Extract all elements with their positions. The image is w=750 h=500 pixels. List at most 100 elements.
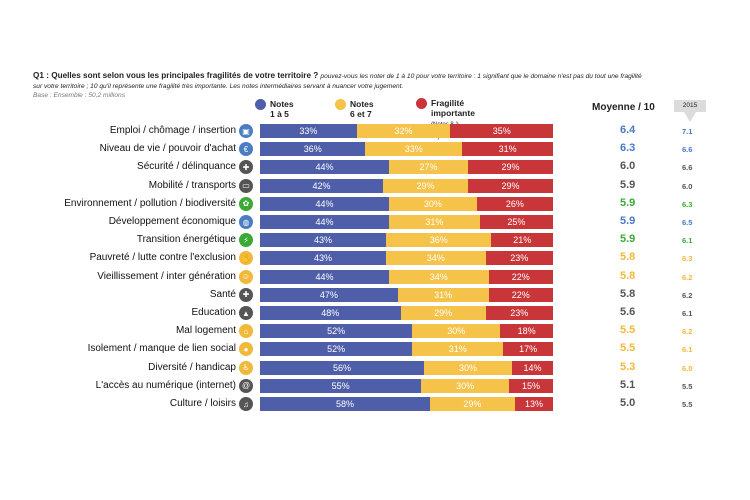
category-label: Mobilité / transports	[148, 179, 236, 191]
category-label: Mal logement	[175, 325, 236, 337]
average-value: 5.9	[620, 233, 636, 246]
bar-segment-low: 52%	[260, 342, 413, 357]
category-label: Transition énergétique	[136, 234, 236, 246]
bar-segment-high: 29%	[468, 178, 553, 193]
data-label-mid: 30%	[459, 362, 478, 373]
bar-segment-low: 44%	[260, 269, 389, 284]
data-label-mid: 27%	[419, 162, 438, 173]
data-label-low: 42%	[312, 180, 331, 191]
bar-segment-low: 52%	[260, 324, 413, 339]
bar-segment-high: 31%	[462, 142, 553, 157]
average-2015-value: 6.1	[682, 345, 693, 355]
instruction-text-2: sur votre territoire ; 10 qu'il représen…	[33, 82, 404, 90]
data-label-mid: 30%	[423, 198, 442, 209]
average-value: 6.4	[620, 124, 636, 136]
data-label-high: 13%	[524, 399, 543, 409]
wallet-icon: €	[239, 142, 253, 157]
data-label-high: 31%	[498, 144, 517, 155]
bar-segment-low: 36%	[260, 142, 366, 157]
bar-segment-low: 47%	[260, 287, 398, 302]
bar-segment-mid: 29%	[429, 397, 515, 411]
bar-segment-high: 35%	[450, 124, 553, 138]
globe-icon: ◍	[239, 215, 253, 229]
category-label: Isolement / manque de lien social	[87, 343, 236, 355]
average-column-header: Moyenne / 10	[592, 102, 655, 113]
year-label: 2015	[682, 102, 698, 109]
bar-segment-low: 58%	[260, 397, 430, 411]
data-label-high: 35%	[492, 126, 511, 136]
category-label: Culture / loisirs	[169, 398, 236, 409]
average-value: 5.9	[620, 196, 636, 209]
data-label-mid: 32%	[394, 126, 413, 136]
bar-segment-mid: 27%	[388, 160, 469, 175]
data-label-high: 23%	[510, 253, 529, 264]
data-label-low: 52%	[327, 326, 346, 337]
data-label-low: 44%	[315, 198, 334, 209]
bar-segment-high: 23%	[485, 251, 553, 266]
category-label: Développement économique	[108, 216, 236, 227]
data-label-high: 18%	[517, 326, 536, 337]
health-icon: ✚	[239, 287, 253, 302]
average-value: 5.9	[620, 215, 636, 227]
data-label-high: 21%	[513, 235, 532, 246]
average-2015-value: 6.6	[682, 145, 693, 155]
data-label-mid: 30%	[447, 326, 466, 337]
average-value: 6.3	[620, 142, 636, 155]
data-label-mid: 36%	[429, 235, 448, 246]
average-2015-value: 6.2	[682, 272, 693, 282]
graduation-icon: ▲	[239, 306, 253, 320]
bar-segment-mid: 36%	[385, 233, 492, 248]
year-arrow-shape	[674, 100, 706, 122]
data-label-mid: 29%	[416, 180, 435, 191]
bar-segment-mid: 33%	[365, 142, 463, 157]
bar-segment-low: 33%	[260, 124, 357, 138]
bar-segment-high: 13%	[514, 397, 553, 411]
bar-segment-high: 22%	[488, 269, 553, 284]
data-label-high: 23%	[510, 308, 529, 318]
data-label-high: 22%	[511, 289, 530, 300]
average-2015-value: 6.5	[682, 218, 693, 227]
category-label: Diversité / handicap	[148, 361, 236, 373]
category-label: Education	[191, 307, 236, 318]
bar-segment-low: 43%	[260, 251, 386, 266]
chart-header: Q1 : Quelles sont selon vous les princip…	[33, 71, 723, 100]
data-label-mid: 31%	[448, 344, 467, 355]
data-label-high: 26%	[505, 198, 524, 209]
data-label-low: 48%	[321, 308, 340, 318]
bar-segment-high: 29%	[468, 160, 553, 175]
data-label-mid: 29%	[434, 308, 453, 318]
bar-segment-mid: 32%	[356, 124, 451, 138]
average-value: 5.3	[620, 360, 636, 373]
bar-segment-mid: 34%	[385, 251, 486, 266]
bar-segment-low: 55%	[260, 378, 422, 393]
bar-segment-high: 18%	[500, 324, 553, 339]
theater-icon: ♫	[239, 397, 253, 411]
average-2015-value: 6.1	[682, 309, 693, 318]
data-label-mid: 34%	[429, 271, 448, 282]
data-label-low: 56%	[333, 362, 352, 373]
data-label-high: 22%	[511, 271, 530, 282]
bar-segment-high: 21%	[491, 233, 553, 248]
people-icon: ☺	[239, 269, 253, 284]
average-2015-value: 5.5	[682, 400, 693, 409]
data-label-mid: 30%	[456, 380, 475, 391]
average-value: 5.0	[620, 397, 636, 409]
data-label-high: 15%	[522, 380, 541, 391]
average-2015-value: 6.2	[682, 290, 693, 300]
average-2015-value: 6.0	[682, 181, 693, 191]
bar-segment-mid: 29%	[400, 306, 486, 320]
legend-dot-high	[416, 98, 427, 109]
base-text: Base : Ensemble : 50,2 millions	[33, 92, 125, 99]
category-label: Pauvreté / lutte contre l'exclusion	[89, 252, 236, 264]
bar-segment-low: 44%	[260, 196, 389, 211]
bar-segment-high: 22%	[488, 287, 553, 302]
bar-segment-mid: 31%	[388, 215, 480, 229]
category-label: L'accès au numérique (internet)	[95, 379, 236, 391]
bar-segment-mid: 34%	[388, 269, 489, 284]
at-icon: @	[239, 378, 253, 393]
average-value: 5.8	[620, 287, 636, 300]
average-value: 5.8	[620, 269, 636, 282]
bar-segment-high: 25%	[479, 215, 553, 229]
bar-segment-low: 42%	[260, 178, 384, 193]
bar-segment-low: 56%	[260, 360, 425, 375]
